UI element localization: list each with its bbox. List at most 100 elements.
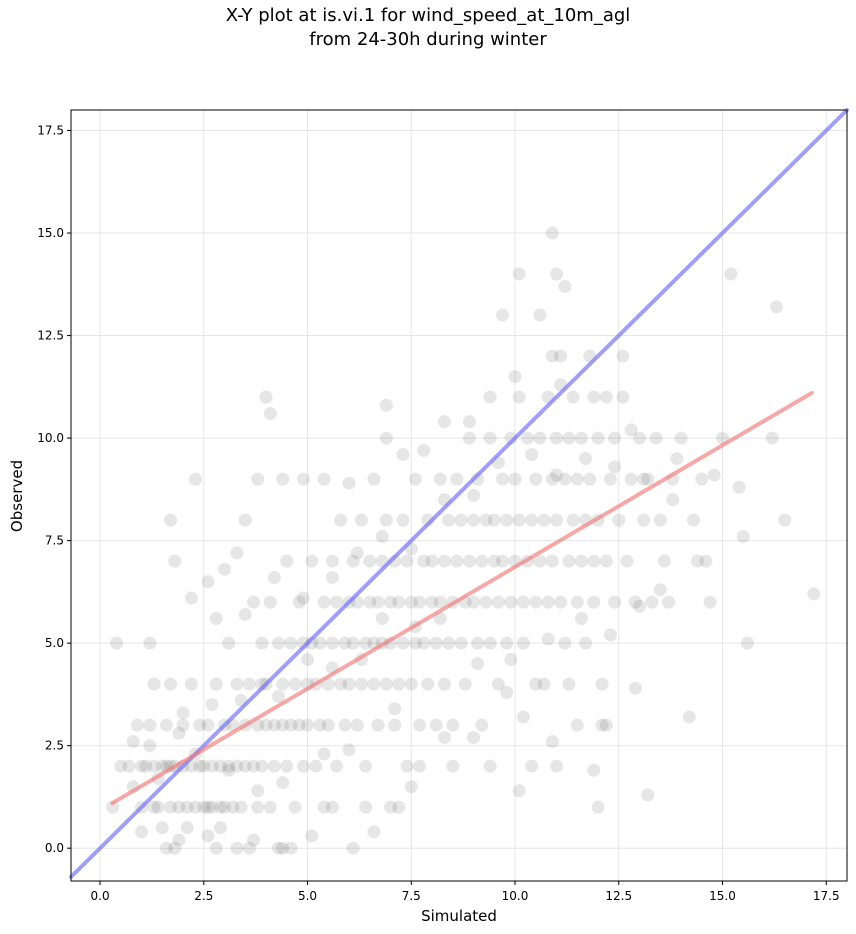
data-point xyxy=(309,759,323,773)
data-point xyxy=(562,554,576,568)
data-point xyxy=(483,431,497,445)
data-point xyxy=(259,718,273,732)
data-point xyxy=(172,800,186,814)
data-point xyxy=(296,591,310,605)
data-point xyxy=(267,718,281,732)
data-point xyxy=(201,575,215,589)
x-tick-label: 15.0 xyxy=(709,889,736,903)
data-point xyxy=(442,513,456,527)
data-point xyxy=(462,554,476,568)
data-point xyxy=(483,759,497,773)
data-point xyxy=(317,800,331,814)
data-point xyxy=(437,554,451,568)
data-point xyxy=(425,595,439,609)
data-point xyxy=(699,554,713,568)
data-point xyxy=(392,800,406,814)
data-point xyxy=(429,636,443,650)
data-point xyxy=(620,554,634,568)
data-point xyxy=(222,759,236,773)
data-point xyxy=(442,636,456,650)
data-point xyxy=(168,841,182,855)
x-tick-label: 10.0 xyxy=(502,889,529,903)
data-point xyxy=(429,718,443,732)
data-point xyxy=(558,472,572,486)
data-point xyxy=(608,460,622,474)
data-point xyxy=(350,546,364,560)
data-point xyxy=(587,554,601,568)
data-point xyxy=(296,759,310,773)
data-point xyxy=(263,800,277,814)
data-point xyxy=(512,784,526,798)
data-point xyxy=(213,821,227,835)
data-point xyxy=(558,279,572,293)
data-point xyxy=(628,595,642,609)
data-point xyxy=(529,472,543,486)
data-point xyxy=(392,595,406,609)
x-tick-label: 17.5 xyxy=(813,889,840,903)
data-point xyxy=(188,800,202,814)
data-point xyxy=(230,759,244,773)
data-point xyxy=(778,513,792,527)
data-point xyxy=(292,718,306,732)
data-point xyxy=(276,718,290,732)
x-tick-label: 0.0 xyxy=(91,889,110,903)
data-point xyxy=(450,554,464,568)
data-point xyxy=(280,759,294,773)
y-tick-label: 17.5 xyxy=(37,124,64,138)
data-point xyxy=(338,636,352,650)
x-axis-label: Simulated xyxy=(421,907,497,925)
y-axis-ticks: 0.0 2.5 5.0 7.5 10.0 12.5 15.0 17.5 xyxy=(37,124,71,855)
data-point xyxy=(433,595,447,609)
data-point xyxy=(359,800,373,814)
data-point xyxy=(579,636,593,650)
data-point xyxy=(230,841,244,855)
data-point xyxy=(238,607,252,621)
data-point xyxy=(218,562,232,576)
data-point xyxy=(164,513,178,527)
data-point xyxy=(437,730,451,744)
data-point xyxy=(525,759,539,773)
data-point xyxy=(197,759,211,773)
data-point xyxy=(637,513,651,527)
data-point xyxy=(143,739,157,753)
data-point xyxy=(550,513,564,527)
data-point xyxy=(608,431,622,445)
data-point xyxy=(599,554,613,568)
x-tick-label: 12.5 xyxy=(605,889,632,903)
data-point xyxy=(317,595,331,609)
data-point xyxy=(301,653,315,667)
data-point xyxy=(259,390,273,404)
data-point xyxy=(691,554,705,568)
data-point xyxy=(537,677,551,691)
data-point xyxy=(633,599,647,613)
data-point xyxy=(201,718,215,732)
data-point xyxy=(695,472,709,486)
data-point xyxy=(188,472,202,486)
data-point xyxy=(371,718,385,732)
identity-line xyxy=(69,108,849,879)
data-point xyxy=(616,349,630,363)
data-point xyxy=(467,513,481,527)
data-point xyxy=(662,595,676,609)
data-point xyxy=(807,587,821,601)
data-point xyxy=(545,472,559,486)
x-axis-ticks: 0.0 2.5 5.0 7.5 10.0 12.5 15.0 17.5 xyxy=(91,881,840,903)
data-point xyxy=(504,595,518,609)
data-point xyxy=(267,571,281,585)
data-point xyxy=(218,800,232,814)
data-point xyxy=(205,759,219,773)
data-point xyxy=(197,800,211,814)
data-point xyxy=(135,825,149,839)
grid-lines xyxy=(71,110,847,881)
data-point xyxy=(475,554,489,568)
data-point xyxy=(417,554,431,568)
data-point xyxy=(570,472,584,486)
data-point xyxy=(724,267,738,281)
data-point xyxy=(143,718,157,732)
data-point xyxy=(467,595,481,609)
data-point xyxy=(139,759,153,773)
data-point xyxy=(591,431,605,445)
data-point xyxy=(520,431,534,445)
data-point xyxy=(342,677,356,691)
data-point xyxy=(288,800,302,814)
